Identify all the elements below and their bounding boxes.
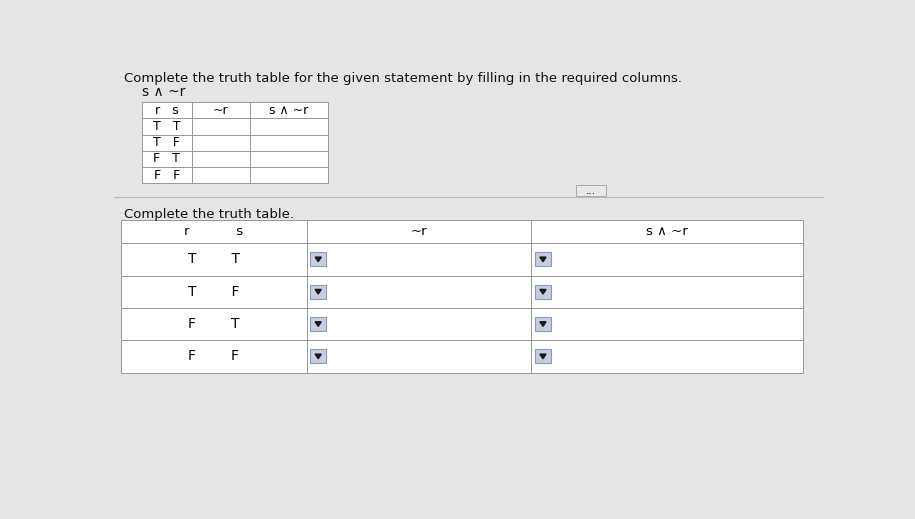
Bar [192, 167, 250, 183]
Text: r   s: r s [155, 103, 178, 117]
Bar [250, 151, 328, 167]
Polygon shape [315, 290, 321, 294]
Bar [307, 276, 532, 308]
Bar [192, 118, 250, 134]
Bar [532, 220, 802, 243]
Bar [535, 252, 551, 266]
Bar [532, 243, 802, 276]
Polygon shape [540, 354, 546, 359]
Text: F   T: F T [153, 153, 180, 166]
Text: s ∧ ~r: s ∧ ~r [646, 225, 688, 238]
Text: ~r: ~r [411, 225, 427, 238]
Text: T   F: T F [153, 136, 180, 149]
Text: Complete the truth table.: Complete the truth table. [124, 208, 294, 221]
Polygon shape [540, 257, 546, 262]
Bar [192, 102, 250, 118]
Bar [121, 276, 307, 308]
Text: T        F: T F [188, 285, 240, 299]
Polygon shape [315, 322, 321, 326]
Text: F   F: F F [154, 169, 180, 182]
Bar [142, 102, 192, 118]
Bar [307, 340, 532, 373]
Text: F        F: F F [188, 349, 239, 363]
Polygon shape [540, 290, 546, 294]
Text: T        T: T T [188, 252, 240, 266]
Bar [142, 151, 192, 167]
Text: ...: ... [586, 186, 596, 196]
Bar [310, 349, 326, 363]
Bar [532, 308, 802, 340]
Polygon shape [540, 322, 546, 326]
Text: s ∧ ~r: s ∧ ~r [142, 85, 185, 99]
Bar [121, 220, 307, 243]
Bar [142, 134, 192, 151]
Text: T   T: T T [153, 120, 180, 133]
Bar [121, 243, 307, 276]
Bar [121, 308, 307, 340]
Bar [250, 102, 328, 118]
Bar [535, 349, 551, 363]
Bar [192, 151, 250, 167]
Bar [250, 118, 328, 134]
Bar [310, 285, 326, 298]
Polygon shape [315, 257, 321, 262]
Bar [192, 134, 250, 151]
Text: r           s: r s [184, 225, 243, 238]
Bar [307, 308, 532, 340]
Bar [250, 167, 328, 183]
Bar [250, 134, 328, 151]
Bar [307, 243, 532, 276]
Bar [576, 185, 606, 196]
Text: s ∧ ~r: s ∧ ~r [269, 103, 308, 117]
Bar [142, 167, 192, 183]
Bar [121, 340, 307, 373]
Text: F        T: F T [188, 317, 240, 331]
Bar [535, 285, 551, 298]
Bar [307, 220, 532, 243]
Text: Complete the truth table for the given statement by filling in the required colu: Complete the truth table for the given s… [124, 72, 682, 85]
Polygon shape [315, 354, 321, 359]
Bar [535, 317, 551, 331]
Bar [310, 252, 326, 266]
Text: ~r: ~r [213, 103, 229, 117]
Bar [532, 340, 802, 373]
Bar [142, 118, 192, 134]
Bar [310, 317, 326, 331]
Bar [532, 276, 802, 308]
